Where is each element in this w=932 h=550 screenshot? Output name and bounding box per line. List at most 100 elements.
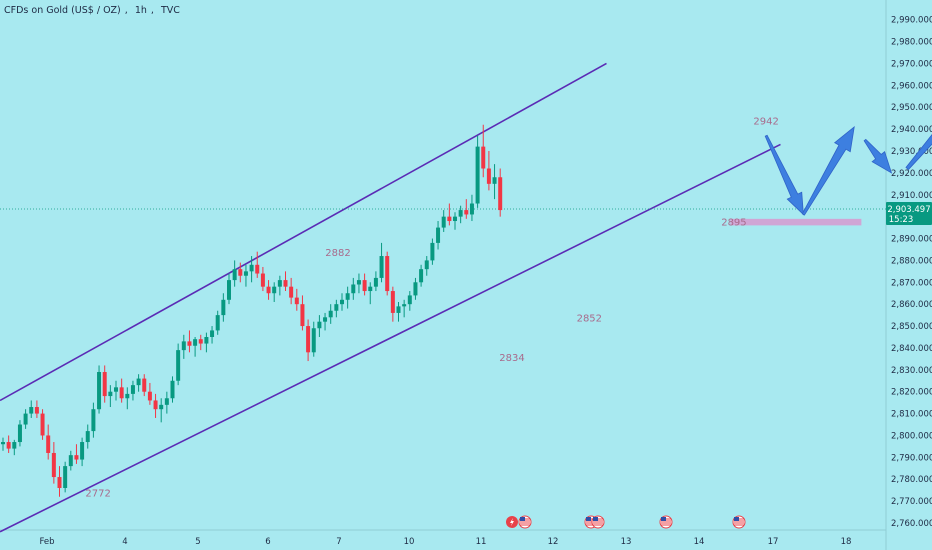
candle [385,251,390,296]
candle [215,310,220,335]
candle-body [238,269,243,276]
candle [402,299,407,318]
candle-body [407,295,412,305]
candle-body [91,409,96,432]
candle-body [447,216,452,222]
y-tick-label: 2,840.000 [891,344,932,354]
projection-arrow-up [905,134,932,171]
candle [114,380,118,401]
candle [486,150,491,191]
candle-body [294,297,299,305]
candle-body [85,431,90,443]
candle-body [119,387,124,399]
candle-body [306,326,311,353]
flag-canton [593,517,598,521]
candle-body [255,264,260,274]
candle [147,382,152,405]
candle [176,343,181,386]
candle [17,420,22,447]
x-tick-label: Feb [39,537,54,547]
candle-body [396,306,401,313]
candle [6,435,11,453]
candle [294,288,299,311]
candle-body [130,385,135,394]
flag-canton [520,517,525,521]
candle [181,334,186,359]
candle [453,212,457,230]
y-tick-label: 2,810.000 [891,410,932,420]
price-annotation: 2852 [577,314,602,325]
candle-body [492,177,497,184]
candle-body [317,321,322,329]
candle-body [29,407,34,414]
candle [334,299,339,318]
candle-body [74,455,79,460]
candle [238,262,243,283]
candle [498,168,503,217]
candle [362,273,367,296]
candle-body [249,264,254,272]
candle-body [424,260,429,270]
candle-body [379,256,384,278]
y-tick-label: 2,800.000 [891,431,932,441]
candle-body [430,242,435,261]
candle-body [204,336,209,344]
price-badge [886,201,932,225]
candle-body [272,286,277,294]
x-tick-label: 10 [404,537,415,547]
candle-body [153,400,158,410]
symbol-name: CFDs on Gold (US$ / OZ) [4,5,121,16]
x-tick-label: 5 [195,537,200,547]
x-tick-label: 7 [336,537,341,547]
candle-body [170,380,175,399]
projection-arrow-down [863,138,893,174]
candle [102,365,107,403]
flag-canton [586,517,591,521]
lightning-icon[interactable] [506,516,518,528]
candle [29,400,34,418]
candle [46,424,51,460]
us-flag-icon[interactable] [732,515,746,529]
candle-body [23,413,28,425]
candle-body [164,398,169,405]
us-flag-icon[interactable] [518,515,532,529]
channel-upper-line [0,62,607,402]
candle [300,295,305,331]
candle-body [187,341,192,346]
candle [260,266,265,292]
y-tick-label: 2,980.000 [891,38,932,48]
data-source: TVC [160,5,180,16]
support-zone [730,218,862,226]
candle [227,273,231,305]
candle [187,330,192,353]
candle-body [373,277,378,287]
candle [413,277,418,300]
us-flag-icon[interactable] [591,515,605,529]
price-annotation: 2772 [85,489,110,500]
y-tick-label: 2,780.000 [891,475,932,485]
y-tick-label: 2,760.000 [891,519,932,529]
candle [91,402,96,438]
candle-body [453,216,457,222]
candle [396,301,401,322]
candle [193,336,198,357]
y-tick-label: 2,990.000 [891,16,932,26]
y-tick-label: 2,970.000 [891,59,932,69]
us-flag-icon[interactable] [659,515,673,529]
candle-body [63,466,68,488]
candle [407,291,412,311]
projection-arrow-up [801,125,855,216]
candle [306,319,311,362]
x-tick-label: 6 [265,537,270,547]
candle-body [260,273,265,287]
candle-body [159,404,164,410]
x-tick-label: 17 [768,537,779,547]
candle-body [469,203,474,215]
candle-body [486,168,491,184]
x-tick-label: 14 [694,537,705,547]
candle [289,277,294,305]
candle-body [1,442,5,445]
candle [430,238,435,265]
